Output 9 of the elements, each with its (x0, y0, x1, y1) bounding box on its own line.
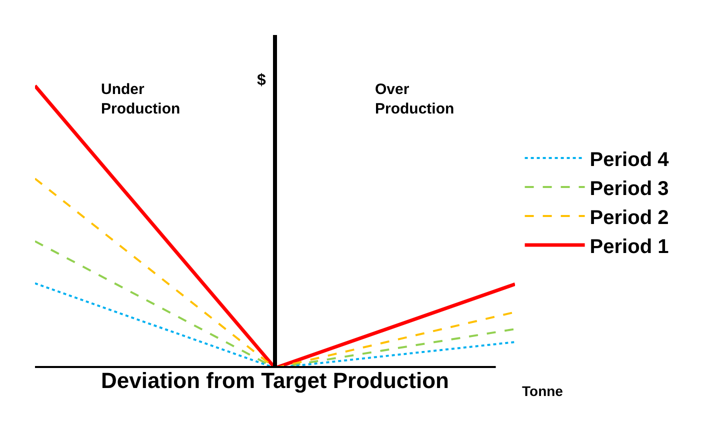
annotation: Over Production (375, 81, 454, 118)
y-axis-title: $ (257, 72, 266, 89)
legend-label: Period 4 (590, 148, 670, 171)
annotation: Under Production (101, 81, 180, 118)
legend-label: Period 3 (590, 178, 669, 200)
legend-label: Period 1 (590, 236, 669, 258)
text: Tonne (522, 383, 564, 399)
legend-label: Period 2 (590, 206, 669, 229)
x-axis-title: Deviation from Target Production (101, 368, 449, 393)
